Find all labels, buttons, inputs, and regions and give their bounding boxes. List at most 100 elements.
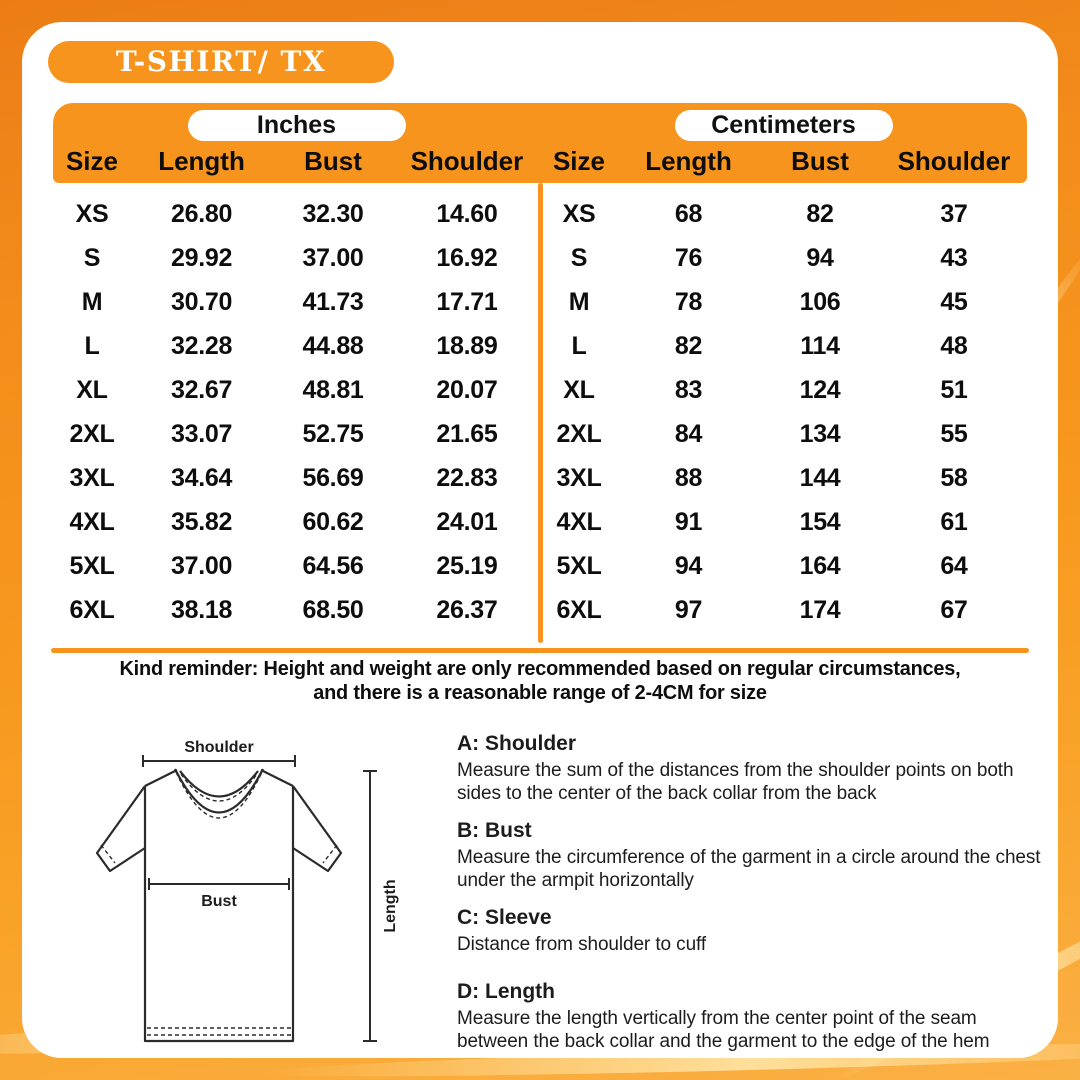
measurement-value: 30.70 [170,287,233,316]
page-title: T-SHIRT/ TX [48,41,394,83]
measurement-value: 37 [940,199,968,228]
measurement-value: 82 [674,331,703,360]
size-label: 3XL [69,463,115,492]
measurement-value: 60.62 [302,507,364,536]
measurement-value: 154 [799,507,841,536]
measurement-value: 97 [674,595,703,624]
table-row: L 82 114 48 [540,324,1027,368]
table-row: 6XL 38.18 68.50 26.37 [53,588,540,632]
measurement-value: 44.88 [302,331,364,360]
measurement-value: 174 [799,595,841,624]
content-card: T-SHIRT/ TX Inches Size Length Bust Shoulde… [22,22,1058,1058]
column-header: Size [552,146,605,176]
size-label: XS [75,199,109,228]
instruction-body: Measure the length vertically from the c… [457,1008,990,1052]
instruction-bust: B: Bust Measure the circumference of the… [457,819,1043,892]
column-header: Shoulder [410,146,524,176]
inches-unit-pill: Inches [187,110,406,141]
size-label: XL [563,375,595,404]
measurement-value: 94 [806,243,834,272]
measurement-value: 78 [674,287,703,316]
table-row: 2XL 84 134 55 [540,412,1027,456]
measurement-value: 32.28 [170,331,233,360]
measurement-value: 45 [940,287,968,316]
measurement-value: 20.07 [436,375,498,404]
size-label: M [81,287,103,316]
instruction-heading: D: Length [457,980,555,1003]
table-row: M 30.70 41.73 17.71 [53,280,540,324]
column-header: Length [158,146,245,176]
measurement-value: 24.01 [436,507,498,536]
column-header: Bust [304,146,362,176]
bust-label: Bust [201,893,237,910]
measurement-value: 82 [806,199,834,228]
measurement-value: 48.81 [302,375,364,404]
measurement-value: 37.00 [170,551,233,580]
measurement-value: 67 [940,595,968,624]
table-row: 5XL 37.00 64.56 25.19 [53,544,540,588]
measurement-value: 22.83 [436,463,498,492]
instruction-heading: C: Sleeve [457,906,552,929]
instruction-length: D: Length Measure the length vertically … [457,980,1043,1053]
inches-column-headers: Size Length Bust Shoulder [53,146,540,177]
size-label: 2XL [69,419,115,448]
size-label: XS [562,199,596,228]
column-header: Shoulder [897,146,1011,176]
instruction-sleeve: C: Sleeve Distance from shoulder to cuff [457,906,1043,956]
measurement-value: 32.30 [302,199,364,228]
measurement-value: 64.56 [302,551,364,580]
measurement-value: 38.18 [170,595,233,624]
table-row: S 76 94 43 [540,236,1027,280]
table-row: 4XL 35.82 60.62 24.01 [53,500,540,544]
instruction-body: Measure the circumference of the garment… [457,847,1041,891]
instruction-body: Measure the sum of the distances from th… [457,760,1014,804]
table-row: M 78 106 45 [540,280,1027,324]
table-row: XL 83 124 51 [540,368,1027,412]
measurement-value: 68.50 [302,595,364,624]
measurement-value: 144 [799,463,841,492]
table-row: S 29.92 37.00 16.92 [53,236,540,280]
measurement-value: 18.89 [436,331,498,360]
inches-header: Inches Size Length Bust Shoulder [53,103,540,183]
centimeters-table: XS 68 82 37 S 76 94 43 M 78 106 45 L 82 114 48 XL 83 124 51… [540,183,1027,632]
measurement-value: 164 [799,551,841,580]
column-header: Length [645,146,732,176]
instruction-heading: B: Bust [457,819,532,842]
measurement-value: 84 [674,419,703,448]
units-header-band: Inches Size Length Bust Shoulder Centimeter… [53,103,1027,183]
size-label: 3XL [556,463,602,492]
centimeters-unit-pill: Centimeters [674,110,893,141]
size-label: S [570,243,588,272]
inches-table: XS 26.80 32.30 14.60 S 29.92 37.00 16.92 M 30.70 4… [53,183,540,632]
size-label: 6XL [69,595,115,624]
size-label: 5XL [556,551,602,580]
measurement-instructions: A: Shoulder Measure the sum of the dista… [457,732,1043,1067]
table-row: L 32.28 44.88 18.89 [53,324,540,368]
measurement-value: 124 [799,375,841,404]
measurement-value: 48 [940,331,968,360]
table-row: 6XL 97 174 67 [540,588,1027,632]
kind-reminder: Kind reminder: Height and weight are onl… [38,657,1043,705]
size-label: 6XL [556,595,602,624]
measurement-value: 68 [674,199,703,228]
centimeters-header: Centimeters Size Length Bust Shoulder [540,103,1027,183]
measurement-value: 26.80 [170,199,233,228]
centimeters-column-headers: Size Length Bust Shoulder [540,146,1027,177]
shoulder-label: Shoulder [184,739,253,756]
size-label: L [84,331,100,360]
measurement-value: 16.92 [436,243,498,272]
horizontal-divider [51,648,1029,653]
measurement-value: 134 [799,419,841,448]
instruction-body: Distance from shoulder to cuff [457,934,707,955]
size-label: XL [76,375,108,404]
measurement-value: 33.07 [170,419,233,448]
measurement-value: 51 [940,375,968,404]
table-row: XS 68 82 37 [540,192,1027,236]
measurement-value: 17.71 [436,287,498,316]
vertical-divider [538,183,543,643]
column-header: Bust [791,146,849,176]
column-header: Size [65,146,118,176]
measurement-value: 55 [940,419,968,448]
measurement-value: 52.75 [302,419,364,448]
table-row: 4XL 91 154 61 [540,500,1027,544]
